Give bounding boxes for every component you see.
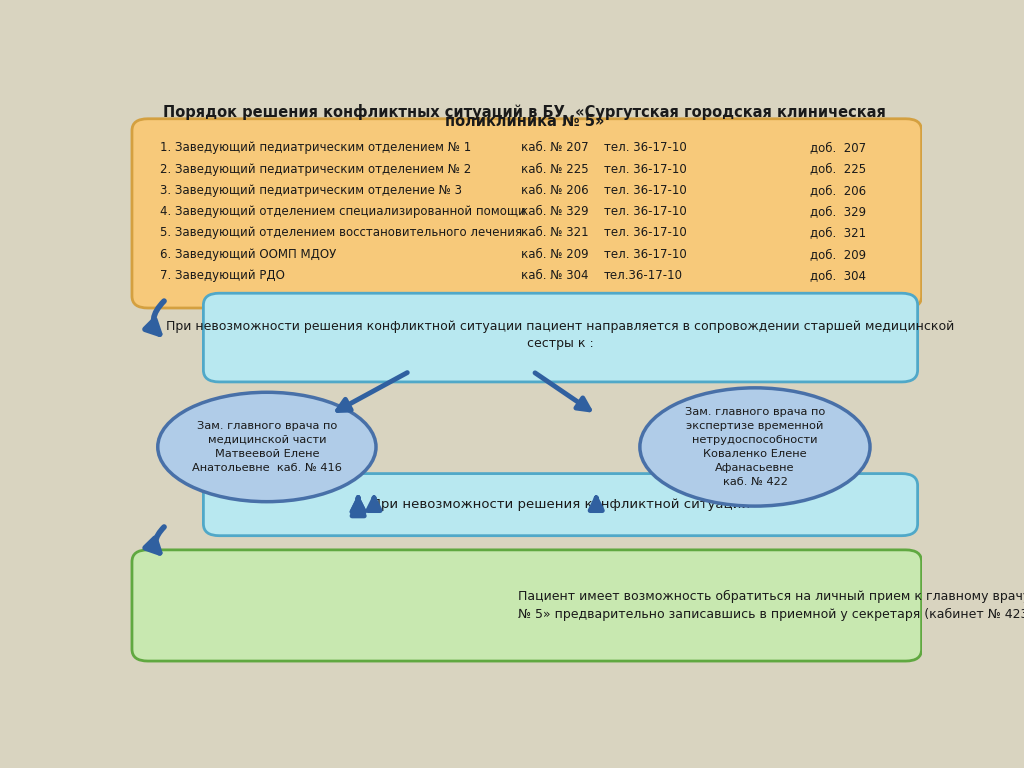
FancyBboxPatch shape xyxy=(132,550,922,661)
Text: тел. 36-17-10: тел. 36-17-10 xyxy=(604,141,687,154)
Text: 3. Заведующий педиатрическим отделение № 3: 3. Заведующий педиатрическим отделение №… xyxy=(160,184,462,197)
Text: 7. Заведующий РДО: 7. Заведующий РДО xyxy=(160,269,285,282)
Text: доб.  225: доб. 225 xyxy=(811,163,866,176)
Ellipse shape xyxy=(158,392,376,502)
Text: каб. № 304: каб. № 304 xyxy=(521,269,589,282)
Text: доб.  329: доб. 329 xyxy=(811,205,866,218)
Text: 5. Заведующий отделением восстановительного лечения: 5. Заведующий отделением восстановительн… xyxy=(160,227,522,240)
Text: тел. 36-17-10: тел. 36-17-10 xyxy=(604,184,687,197)
Text: доб.  209: доб. 209 xyxy=(811,248,866,260)
Text: 6. Заведующий ООМП МДОУ: 6. Заведующий ООМП МДОУ xyxy=(160,248,336,260)
Text: Пациент имеет возможность обратиться на личный прием к главному врачу БУ «Сургут: Пациент имеет возможность обратиться на … xyxy=(518,590,1024,621)
Text: тел. 36-17-10: тел. 36-17-10 xyxy=(604,248,687,260)
Text: Зам. главного врача по
медицинской части
Матвеевой Елене
Анатольевне  каб. № 416: Зам. главного врача по медицинской части… xyxy=(191,421,342,473)
Text: каб. № 321: каб. № 321 xyxy=(521,227,589,240)
Text: 1. Заведующий педиатрическим отделением № 1: 1. Заведующий педиатрическим отделением … xyxy=(160,141,471,154)
Text: тел. 36-17-10: тел. 36-17-10 xyxy=(604,163,687,176)
Text: 2. Заведующий педиатрическим отделением № 2: 2. Заведующий педиатрическим отделением … xyxy=(160,163,471,176)
Text: тел.36-17-10: тел.36-17-10 xyxy=(604,269,683,282)
Text: тел. 36-17-10: тел. 36-17-10 xyxy=(604,227,687,240)
Text: поликлиника № 5»: поликлиника № 5» xyxy=(445,114,604,129)
Text: доб.  321: доб. 321 xyxy=(811,227,866,240)
FancyBboxPatch shape xyxy=(204,474,918,536)
Text: тел. 36-17-10: тел. 36-17-10 xyxy=(604,205,687,218)
Text: доб.  206: доб. 206 xyxy=(811,184,866,197)
FancyBboxPatch shape xyxy=(204,293,918,382)
Text: доб.  304: доб. 304 xyxy=(811,269,866,282)
Text: доб.  207: доб. 207 xyxy=(811,141,866,154)
Text: 4. Заведующий отделением специализированной помощи: 4. Заведующий отделением специализирован… xyxy=(160,205,525,218)
Text: каб. № 225: каб. № 225 xyxy=(521,163,589,176)
Text: Порядок решения конфликтных ситуаций в БУ  «Сургутская городская клиническая: Порядок решения конфликтных ситуаций в Б… xyxy=(164,104,886,120)
Text: Зам. главного врача по
экспертизе временной
нетрудоспособности
Коваленко Елене
А: Зам. главного врача по экспертизе времен… xyxy=(685,407,825,487)
Text: При невозможности решения конфликтной ситуации пациент направляется в сопровожде: При невозможности решения конфликтной си… xyxy=(166,319,954,349)
Ellipse shape xyxy=(640,388,870,506)
Text: каб. № 206: каб. № 206 xyxy=(521,184,589,197)
Text: При невозможности решения конфликтной ситуации: При невозможности решения конфликтной си… xyxy=(371,498,750,511)
Text: каб. № 207: каб. № 207 xyxy=(521,141,589,154)
FancyBboxPatch shape xyxy=(132,119,922,308)
Text: каб. № 209: каб. № 209 xyxy=(521,248,589,260)
Text: каб. № 329: каб. № 329 xyxy=(521,205,589,218)
